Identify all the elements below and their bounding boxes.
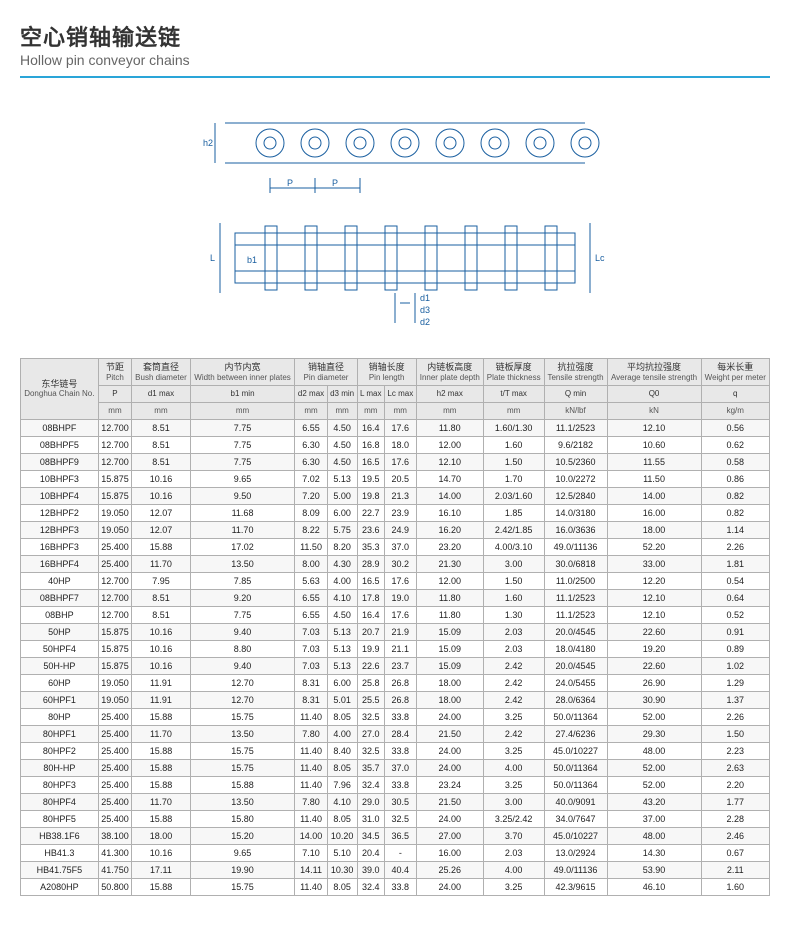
table-row: HB41.341.30010.169.657.105.1020.4-16.002…	[21, 844, 770, 861]
hdr-pindia: 销轴直径Pin diameter	[295, 359, 357, 386]
table-row: HB38.1F638.10018.0015.2014.0010.2034.536…	[21, 827, 770, 844]
table-row: 80HPF225.40015.8815.7511.408.4032.533.82…	[21, 742, 770, 759]
chain-diagram: h2 P P L Lc b1 d1 d3 d2	[20, 98, 770, 328]
table-row: 60HP19.05011.9112.708.316.0025.826.818.0…	[21, 674, 770, 691]
table-row: A2080HP50.80015.8815.7511.408.0532.433.8…	[21, 878, 770, 895]
hdr-bush: 套筒直径Bush diameter	[132, 359, 190, 386]
divider	[20, 76, 770, 78]
svg-text:L: L	[210, 253, 215, 263]
hdr-width: 内节内宽Width between inner plates	[190, 359, 295, 386]
table-row: 60HPF119.05011.9112.708.315.0125.526.818…	[21, 691, 770, 708]
hdr-weight: 每米长重Weight per meter	[701, 359, 769, 386]
hdr-pitch: 节距Pitch	[98, 359, 132, 386]
table-row: 10BHPF315.87510.169.657.025.1319.520.514…	[21, 470, 770, 487]
table-row: 80HPF125.40011.7013.507.804.0027.028.421…	[21, 725, 770, 742]
table-row: 80HPF425.40011.7013.507.804.1029.030.521…	[21, 793, 770, 810]
hdr-tensile: 抗拉强度Tensile strength	[544, 359, 607, 386]
table-row: 12BHPF319.05012.0711.708.225.7523.624.91…	[21, 521, 770, 538]
table-row: 50H-HP15.87510.169.407.035.1322.623.715.…	[21, 657, 770, 674]
table-row: 50HPF415.87510.168.807.035.1319.921.115.…	[21, 640, 770, 657]
svg-text:d3: d3	[420, 305, 430, 315]
hdr-pinlen: 销轴长度Pin length	[357, 359, 416, 386]
svg-text:h2: h2	[203, 138, 213, 148]
page-header: 空心销轴输送链 Hollow pin conveyor chains	[20, 20, 770, 68]
table-row: 80HP25.40015.8815.7511.408.0532.533.824.…	[21, 708, 770, 725]
table-row: 50HP15.87510.169.407.035.1320.721.915.09…	[21, 623, 770, 640]
table-row: 40HP12.7007.957.855.634.0016.517.612.001…	[21, 572, 770, 589]
svg-text:d1: d1	[420, 293, 430, 303]
table-row: 12BHPF219.05012.0711.688.096.0022.723.91…	[21, 504, 770, 521]
table-header: 东华链号 Donghua Chain No. 节距Pitch 套筒直径Bush …	[21, 359, 770, 420]
svg-text:d2: d2	[420, 317, 430, 327]
title-en: Hollow pin conveyor chains	[20, 52, 770, 68]
hdr-avg: 平均抗拉强度Average tensile strength	[607, 359, 701, 386]
table-row: 16BHPF425.40011.7013.508.004.3028.930.22…	[21, 555, 770, 572]
table-body: 08BHPF12.7008.517.756.554.5016.417.611.8…	[21, 419, 770, 895]
table-row: HB41.75F541.75017.1119.9014.1110.3039.04…	[21, 861, 770, 878]
table-row: 08BHPF712.7008.519.206.554.1017.819.011.…	[21, 589, 770, 606]
svg-text:b1: b1	[247, 255, 257, 265]
table-row: 08BHPF512.7008.517.756.304.5016.818.012.…	[21, 436, 770, 453]
spec-table: 东华链号 Donghua Chain No. 节距Pitch 套筒直径Bush …	[20, 358, 770, 896]
table-row: 80HPF525.40015.8815.8011.408.0531.032.52…	[21, 810, 770, 827]
table-row: 80H-HP25.40015.8815.7511.408.0535.737.02…	[21, 759, 770, 776]
title-cn: 空心销轴输送链	[20, 20, 770, 52]
table-row: 80HPF325.40015.8815.8811.407.9632.433.82…	[21, 776, 770, 793]
table-row: 10BHPF415.87510.169.507.205.0019.821.314…	[21, 487, 770, 504]
hdr-chain: 东华链号 Donghua Chain No.	[21, 359, 99, 420]
table-row: 08BHP12.7008.517.756.554.5016.417.611.80…	[21, 606, 770, 623]
table-row: 16BHPF325.40015.8817.0211.508.2035.337.0…	[21, 538, 770, 555]
svg-text:Lc: Lc	[595, 253, 605, 263]
hdr-thick: 链板厚度Plate thickness	[483, 359, 544, 386]
svg-text:P: P	[332, 178, 338, 188]
svg-text:P: P	[287, 178, 293, 188]
table-row: 08BHPF12.7008.517.756.554.5016.417.611.8…	[21, 419, 770, 436]
table-row: 08BHPF912.7008.517.756.304.5016.517.612.…	[21, 453, 770, 470]
hdr-plate: 内链板高度Inner plate depth	[416, 359, 483, 386]
